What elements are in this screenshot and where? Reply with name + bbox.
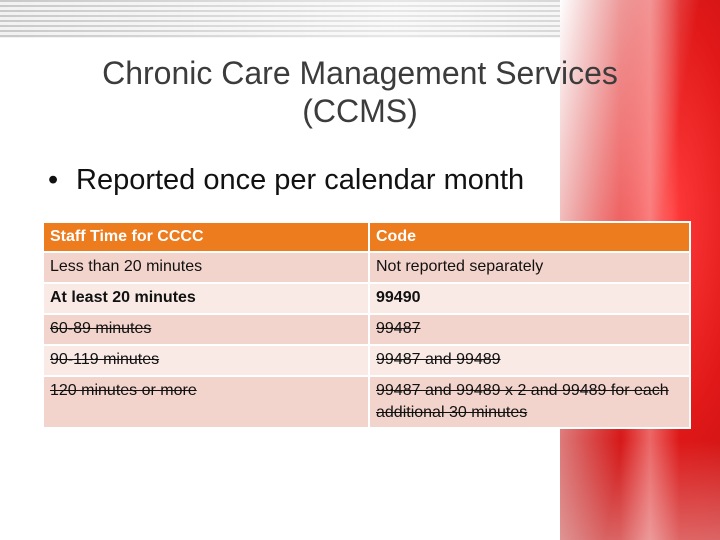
- cell-code: 99490: [368, 282, 691, 315]
- decorative-red-fade: [560, 440, 720, 540]
- cell-staff-time: 90-119 minutes: [42, 344, 370, 377]
- slide-title: Chronic Care Management Services (CCMS): [40, 54, 680, 130]
- cell-staff-time: 60-89 minutes: [42, 313, 370, 346]
- billing-code-table: Staff Time for CCCC Code Less than 20 mi…: [42, 221, 691, 429]
- table-row: Less than 20 minutes Not reported separa…: [42, 251, 691, 284]
- slide-title-line-1: Chronic Care Management Services: [102, 55, 618, 91]
- cell-staff-time: At least 20 minutes: [42, 282, 370, 315]
- bullet-text: Reported once per calendar month: [76, 164, 525, 196]
- cell-code: 99487 and 99489 x 2 and 99489 for each a…: [368, 375, 691, 429]
- table-row: 60-89 minutes 99487: [42, 313, 691, 346]
- cell-code: 99487: [368, 313, 691, 346]
- table-header-row: Staff Time for CCCC Code: [42, 221, 691, 253]
- column-header-staff-time: Staff Time for CCCC: [42, 221, 370, 253]
- bullet-item: • Reported once per calendar month: [48, 162, 648, 198]
- cell-code: Not reported separately: [368, 251, 691, 284]
- column-header-code: Code: [368, 221, 691, 253]
- table-row: 90-119 minutes 99487 and 99489: [42, 344, 691, 377]
- table-row: At least 20 minutes 99490: [42, 282, 691, 315]
- cell-staff-time: Less than 20 minutes: [42, 251, 370, 284]
- bullet-dot-icon: •: [48, 164, 59, 196]
- slide-title-line-2: (CCMS): [302, 93, 418, 129]
- table-row: 120 minutes or more 99487 and 99489 x 2 …: [42, 375, 691, 429]
- cell-code: 99487 and 99489: [368, 344, 691, 377]
- cell-staff-time: 120 minutes or more: [42, 375, 370, 429]
